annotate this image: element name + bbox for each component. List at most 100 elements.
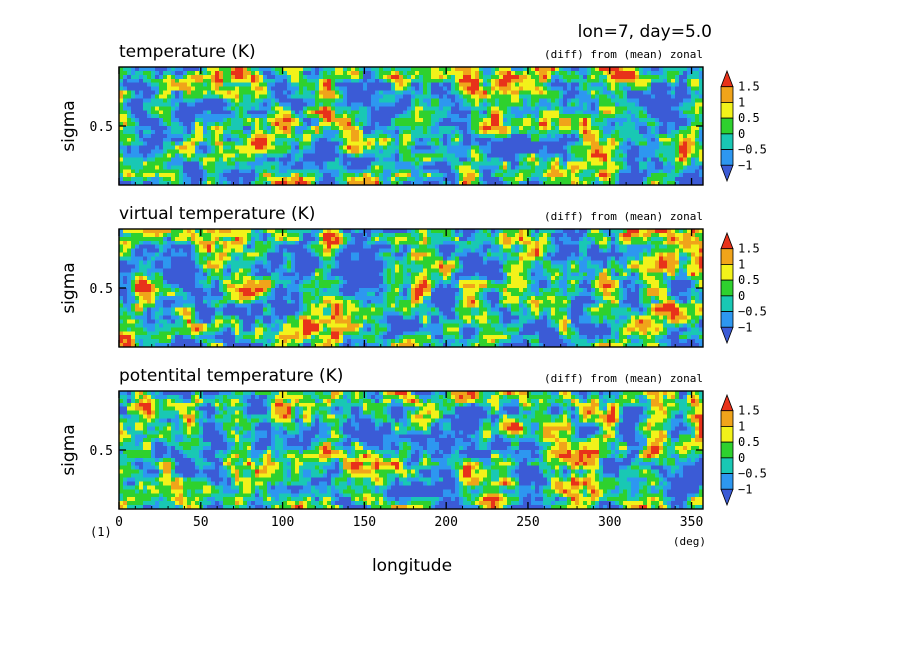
heatmap-cell bbox=[607, 102, 612, 107]
heatmap-cell bbox=[307, 106, 312, 111]
heatmap-cell bbox=[411, 145, 416, 151]
heatmap-cell bbox=[263, 181, 268, 186]
heatmap-cell bbox=[375, 173, 380, 178]
heatmap-cell bbox=[295, 67, 300, 72]
heatmap-cell bbox=[123, 114, 128, 119]
heatmap-cell bbox=[567, 157, 572, 162]
heatmap-cell bbox=[583, 137, 588, 143]
heatmap-cell bbox=[687, 90, 692, 96]
heatmap-cell bbox=[647, 145, 652, 151]
heatmap-cell bbox=[527, 141, 532, 147]
heatmap-cell bbox=[271, 240, 276, 246]
heatmap-cell bbox=[435, 114, 440, 119]
heatmap-cell bbox=[235, 129, 240, 135]
heatmap-cell bbox=[687, 169, 692, 174]
heatmap-cell bbox=[527, 74, 532, 80]
heatmap-cell bbox=[691, 173, 696, 178]
heatmap-cell bbox=[159, 82, 164, 88]
heatmap-cell bbox=[519, 145, 524, 151]
heatmap-cell bbox=[695, 74, 700, 80]
heatmap-cell bbox=[187, 114, 192, 119]
heatmap-cell bbox=[475, 240, 480, 246]
heatmap-cell bbox=[403, 236, 408, 242]
heatmap-cell bbox=[287, 236, 292, 242]
heatmap-cell bbox=[575, 78, 580, 84]
heatmap-cell bbox=[151, 126, 156, 131]
heatmap-cell bbox=[203, 169, 208, 174]
heatmap-cell bbox=[467, 161, 472, 166]
heatmap-cell bbox=[531, 129, 536, 135]
heatmap-cell bbox=[399, 137, 404, 143]
heatmap-cell bbox=[247, 86, 252, 92]
heatmap-cell bbox=[343, 70, 348, 76]
heatmap-cell bbox=[243, 165, 248, 170]
heatmap-cell bbox=[543, 145, 548, 151]
heatmap-cell bbox=[311, 137, 316, 143]
heatmap-cell bbox=[247, 177, 252, 182]
heatmap-cell bbox=[299, 110, 304, 115]
heatmap-cell bbox=[251, 177, 256, 182]
heatmap-cell bbox=[383, 133, 388, 139]
heatmap-cell bbox=[571, 106, 576, 111]
heatmap-cell bbox=[119, 145, 124, 151]
heatmap-cell bbox=[291, 181, 296, 186]
heatmap-cell bbox=[299, 78, 304, 84]
heatmap-cell bbox=[263, 137, 268, 143]
heatmap-cell bbox=[139, 70, 144, 76]
heatmap-cell bbox=[551, 181, 556, 186]
heatmap-cell bbox=[203, 177, 208, 182]
heatmap-cell bbox=[175, 149, 180, 155]
heatmap-cell bbox=[619, 161, 624, 166]
heatmap-cell bbox=[335, 133, 340, 139]
heatmap-cell bbox=[487, 70, 492, 76]
heatmap-cell bbox=[267, 118, 272, 123]
heatmap-cell bbox=[483, 177, 488, 182]
heatmap-cell bbox=[647, 110, 652, 115]
heatmap-cell bbox=[331, 173, 336, 178]
heatmap-cell bbox=[303, 70, 308, 76]
heatmap-cell bbox=[587, 102, 592, 107]
heatmap-cell bbox=[471, 94, 476, 100]
heatmap-cell bbox=[255, 102, 260, 107]
heatmap-cell bbox=[411, 236, 416, 242]
heatmap-cell bbox=[255, 67, 260, 72]
heatmap-cell bbox=[347, 122, 352, 127]
heatmap-cell bbox=[535, 165, 540, 170]
heatmap-cell bbox=[623, 129, 628, 135]
heatmap-cell bbox=[339, 98, 344, 103]
heatmap-cell bbox=[603, 169, 608, 174]
heatmap-cell bbox=[603, 173, 608, 178]
heatmap-cell bbox=[571, 169, 576, 174]
heatmap-cell bbox=[175, 129, 180, 135]
heatmap-cell bbox=[211, 145, 216, 151]
heatmap-cell bbox=[611, 106, 616, 111]
heatmap-cell bbox=[451, 181, 456, 186]
heatmap-cell bbox=[383, 126, 388, 131]
heatmap-cell bbox=[143, 129, 148, 135]
heatmap-cell bbox=[411, 86, 416, 92]
heatmap-cell bbox=[455, 129, 460, 135]
heatmap-cell bbox=[187, 165, 192, 170]
heatmap-cell bbox=[391, 149, 396, 155]
heatmap-cell bbox=[143, 94, 148, 100]
heatmap-cell bbox=[375, 157, 380, 162]
heatmap-cell bbox=[415, 181, 420, 186]
heatmap-cell bbox=[591, 78, 596, 84]
heatmap-cell bbox=[219, 114, 224, 119]
heatmap-cell bbox=[355, 74, 360, 80]
heatmap-cell bbox=[367, 67, 372, 72]
heatmap-cell bbox=[563, 149, 568, 155]
heatmap-cell bbox=[491, 94, 496, 100]
heatmap-cell bbox=[271, 114, 276, 119]
heatmap-cell bbox=[295, 173, 300, 178]
heatmap-cell bbox=[339, 153, 344, 159]
heatmap-cell bbox=[527, 229, 532, 234]
heatmap-cell bbox=[131, 145, 136, 151]
heatmap-cell bbox=[511, 181, 516, 186]
heatmap-cell bbox=[431, 149, 436, 155]
heatmap-cell bbox=[667, 122, 672, 127]
heatmap-cell bbox=[179, 129, 184, 135]
heatmap-cell bbox=[527, 102, 532, 107]
heatmap-cell bbox=[139, 102, 144, 107]
heatmap-cell bbox=[551, 82, 556, 88]
